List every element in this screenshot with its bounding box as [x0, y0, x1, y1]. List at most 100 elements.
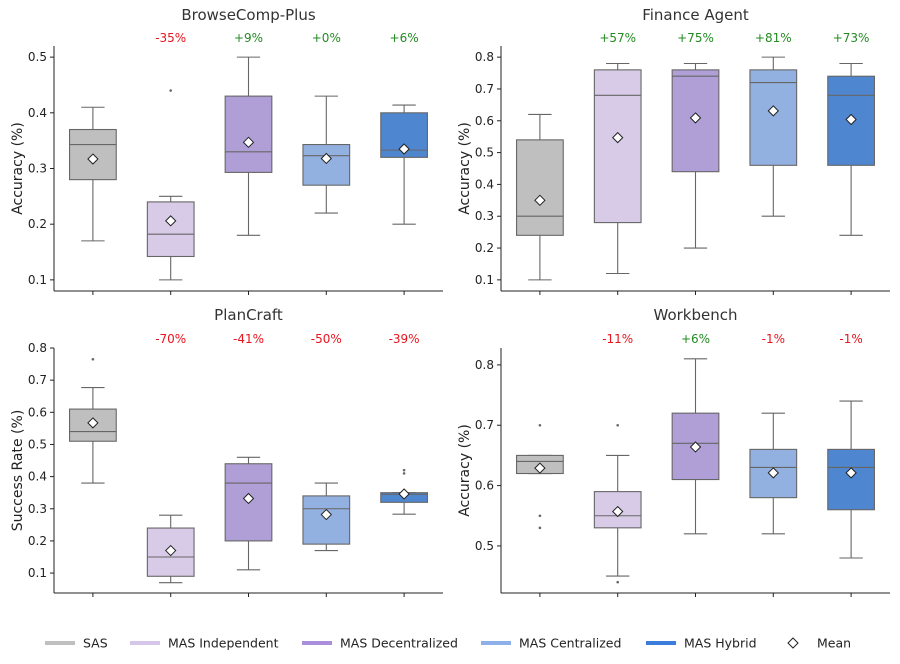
outlier-point — [616, 423, 619, 427]
panel-title: Workbench — [654, 306, 738, 324]
y-tick-label: 0.4 — [475, 177, 494, 191]
change-annotation: -35% — [155, 31, 186, 45]
mean-marker — [320, 152, 333, 165]
mean-marker-icon — [787, 637, 799, 649]
mean-marker — [242, 492, 255, 505]
y-tick-label: 0.6 — [475, 479, 494, 493]
y-tick-label: 0.3 — [28, 162, 47, 176]
legend-item: MAS Independent — [130, 636, 279, 651]
panel-plancraft: PlanCraft Success Rate (%) 0.1 0.2 0.3 0.4 0.5… — [10, 306, 443, 597]
y-tick-label: 0.8 — [475, 50, 494, 64]
change-annotation: +6% — [390, 31, 419, 45]
mean-marker — [689, 112, 702, 124]
y-tick-label: 0.7 — [475, 418, 494, 432]
mean-marker — [845, 467, 857, 479]
box-mas-hybrid: +73% — [827, 31, 875, 295]
outlier-point — [169, 89, 172, 92]
box-mas-decentralized: +9% — [224, 31, 273, 295]
y-tick-label: 0.5 — [28, 437, 47, 451]
legend-item-mean: Mean — [787, 636, 851, 651]
change-annotation: +6% — [681, 332, 710, 346]
outlier-point — [538, 526, 542, 530]
box-sas — [69, 357, 117, 597]
y-tick-label: 0.7 — [475, 82, 494, 96]
mean-marker — [87, 417, 99, 429]
panel-title: BrowseComp-Plus — [181, 6, 316, 24]
legend-item: SAS — [45, 636, 108, 651]
y-tick-label: 0.2 — [475, 241, 494, 255]
y-tick-label: 0.2 — [28, 534, 47, 548]
box-mas-decentralized: -41% — [224, 332, 273, 597]
mean-marker — [164, 215, 177, 227]
y-tick-label: 0.8 — [28, 341, 47, 355]
legend-label: SAS — [83, 636, 108, 651]
y-tick-label: 0.4 — [28, 470, 47, 484]
legend-item: MAS Hybrid — [646, 636, 757, 651]
box-mas-centralized: -1% — [749, 332, 798, 597]
change-annotation: +0% — [312, 31, 341, 45]
mean-marker — [767, 467, 780, 479]
mean-marker — [845, 113, 857, 126]
y-tick-label: 0.5 — [475, 539, 494, 553]
y-tick-label: 0.6 — [475, 114, 494, 128]
change-annotation: +57% — [599, 31, 636, 45]
box-mas-independent: -11% — [593, 332, 642, 597]
change-annotation: -50% — [311, 332, 342, 346]
iqr-box — [749, 69, 798, 166]
panel-title: PlanCraft — [214, 306, 283, 324]
mean-marker — [767, 105, 780, 117]
iqr-box — [516, 139, 564, 236]
panel-browsecomp-plus: BrowseComp-Plus Accuracy (%) 0.1 0.2 0.3 0.4 0… — [10, 6, 443, 295]
y-tick-label: 0.3 — [475, 209, 494, 223]
box-mas-hybrid: +6% — [380, 31, 428, 295]
change-annotation: +9% — [234, 31, 263, 45]
y-axis-label: Success Rate (%) — [10, 410, 26, 532]
change-annotation: +75% — [677, 31, 714, 45]
iqr-box — [146, 201, 195, 258]
y-tick-label: 0.5 — [28, 50, 47, 64]
legend-label: MAS Decentralized — [340, 636, 458, 651]
mean-marker — [164, 544, 177, 557]
box-mas-centralized: -50% — [302, 332, 351, 597]
iqr-box — [302, 144, 351, 186]
change-annotation: +81% — [755, 31, 792, 45]
change-annotation: -39% — [389, 332, 420, 346]
change-annotation: -1% — [762, 332, 785, 346]
box-mas-hybrid: -1% — [827, 332, 875, 597]
box-sas — [516, 423, 564, 597]
legend-label: MAS Centralized — [519, 636, 621, 651]
box-mas-independent: +57% — [593, 31, 642, 295]
y-tick-label: 0.4 — [28, 106, 47, 120]
mean-marker — [689, 441, 702, 453]
iqr-box — [224, 95, 273, 173]
iqr-box — [827, 448, 875, 511]
outlier-point — [402, 468, 406, 472]
change-annotation: -1% — [839, 332, 862, 346]
mean-marker — [242, 136, 255, 149]
legend-item: MAS Centralized — [481, 636, 621, 651]
legend-label: Mean — [817, 636, 851, 651]
y-tick-label: 0.1 — [28, 566, 47, 580]
y-tick-label: 0.6 — [28, 405, 47, 419]
outlier-point — [616, 580, 619, 584]
outlier-point — [538, 423, 542, 427]
box-sas — [69, 106, 117, 295]
box-mas-independent: -35% — [146, 31, 195, 295]
box-mas-decentralized: +75% — [671, 31, 720, 295]
legend-item: MAS Decentralized — [302, 636, 458, 651]
y-tick-label: 0.2 — [28, 217, 47, 231]
box-mas-centralized: +81% — [749, 31, 798, 295]
mean-marker — [87, 153, 99, 165]
mean-marker — [534, 194, 546, 207]
panel-title: Finance Agent — [642, 6, 749, 24]
legend: SAS MAS Independent MAS Decentralized MAS C… — [45, 636, 851, 651]
legend-label: MAS Independent — [168, 636, 279, 651]
y-tick-label: 0.1 — [28, 273, 47, 287]
y-axis-label: Accuracy (%) — [457, 122, 473, 215]
y-tick-label: 0.1 — [475, 273, 494, 287]
box-mas-hybrid: -39% — [380, 332, 428, 597]
change-annotation: -11% — [602, 332, 633, 346]
mean-marker — [611, 505, 624, 518]
box-mas-decentralized: +6% — [671, 332, 720, 597]
outlier-point — [538, 514, 542, 518]
